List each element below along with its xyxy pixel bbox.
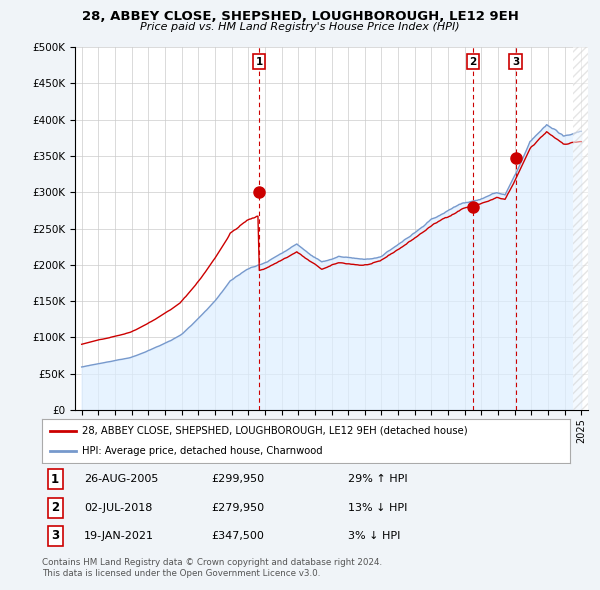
Text: Price paid vs. HM Land Registry's House Price Index (HPI): Price paid vs. HM Land Registry's House … [140, 22, 460, 32]
Bar [573, 47, 596, 410]
Text: 29% ↑ HPI: 29% ↑ HPI [348, 474, 408, 484]
Text: 3: 3 [51, 529, 59, 542]
Text: 3% ↓ HPI: 3% ↓ HPI [348, 531, 401, 541]
Text: £347,500: £347,500 [211, 531, 264, 541]
Text: 3: 3 [512, 57, 519, 67]
Text: £299,950: £299,950 [211, 474, 264, 484]
Text: Contains HM Land Registry data © Crown copyright and database right 2024.: Contains HM Land Registry data © Crown c… [42, 558, 382, 566]
Text: 2: 2 [51, 502, 59, 514]
Text: HPI: Average price, detached house, Charnwood: HPI: Average price, detached house, Char… [82, 446, 322, 455]
Text: 28, ABBEY CLOSE, SHEPSHED, LOUGHBOROUGH, LE12 9EH (detached house): 28, ABBEY CLOSE, SHEPSHED, LOUGHBOROUGH,… [82, 426, 467, 436]
Text: 1: 1 [51, 473, 59, 486]
Text: 19-JAN-2021: 19-JAN-2021 [84, 531, 154, 541]
Text: This data is licensed under the Open Government Licence v3.0.: This data is licensed under the Open Gov… [42, 569, 320, 578]
Text: 26-AUG-2005: 26-AUG-2005 [84, 474, 158, 484]
Text: £279,950: £279,950 [211, 503, 264, 513]
Text: 02-JUL-2018: 02-JUL-2018 [84, 503, 152, 513]
Text: 2: 2 [469, 57, 476, 67]
Text: 28, ABBEY CLOSE, SHEPSHED, LOUGHBOROUGH, LE12 9EH: 28, ABBEY CLOSE, SHEPSHED, LOUGHBOROUGH,… [82, 10, 518, 23]
Text: 1: 1 [256, 57, 263, 67]
Text: 13% ↓ HPI: 13% ↓ HPI [348, 503, 407, 513]
